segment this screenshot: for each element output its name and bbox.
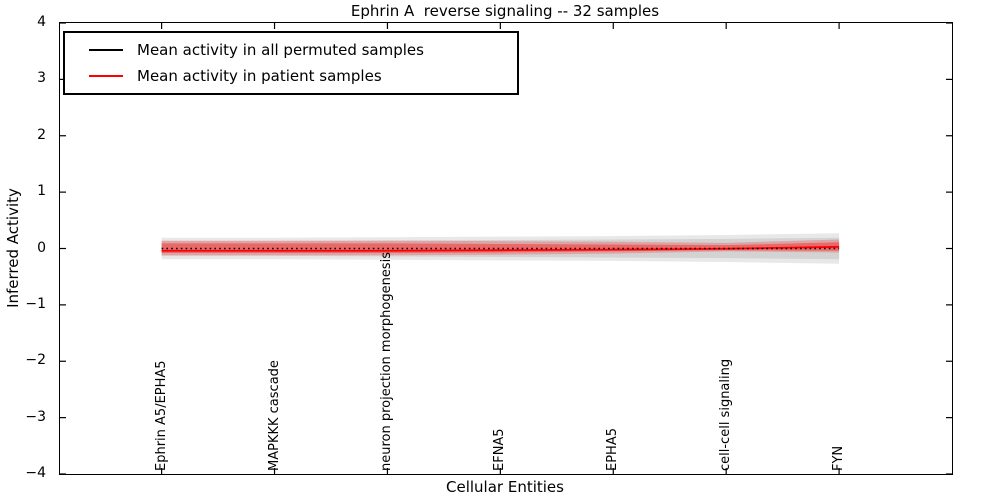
legend-line-sample-black: [89, 49, 123, 51]
legend-line-sample-red: [89, 75, 123, 77]
y-tick-label: 2: [37, 126, 46, 143]
y-tick-label: 0: [37, 239, 46, 256]
chart-title: Ephrin A reverse signaling -- 32 samples: [350, 2, 660, 20]
x-tick-label: Ephrin A5/EPHA5: [153, 360, 169, 471]
permuted-samples-inner-band: [161, 237, 840, 260]
legend-item-permuted: Mean activity in all permuted samples: [65, 41, 517, 59]
y-tick-label: −3: [25, 408, 46, 425]
legend-item-patient: Mean activity in patient samples: [65, 67, 517, 85]
x-tick-label: neuron projection morphogenesis: [379, 252, 395, 471]
series-line-patient-mean: [161, 245, 840, 252]
y-tick-label: 4: [37, 14, 46, 30]
chart-canvas: [60, 23, 952, 474]
x-axis-label: Cellular Entities: [446, 478, 564, 496]
y-tick-label: −2: [25, 352, 46, 369]
y-tick-label: −1: [25, 295, 46, 312]
x-tick-label: cell-cell signaling: [718, 358, 734, 471]
plot-area: Ephrin A5/EPHA5 MAPKKK cascade neuron proj…: [59, 22, 953, 475]
legend-item-label: Mean activity in all permuted samples: [137, 41, 424, 59]
legend: Mean activity in all permuted samples Me…: [63, 31, 519, 95]
x-tick-label: EFNA5: [492, 428, 508, 471]
x-tick-label: MAPKKK cascade: [266, 360, 282, 471]
y-tick-label: 3: [37, 70, 46, 87]
x-tick-label: EPHA5: [605, 428, 621, 471]
y-tick-label: 1: [37, 183, 46, 200]
x-tick-label: FYN: [831, 445, 847, 471]
permuted-samples-outer-band: [161, 233, 840, 264]
y-tick-label: −4: [25, 465, 46, 481]
legend-item-label: Mean activity in patient samples: [137, 67, 382, 85]
